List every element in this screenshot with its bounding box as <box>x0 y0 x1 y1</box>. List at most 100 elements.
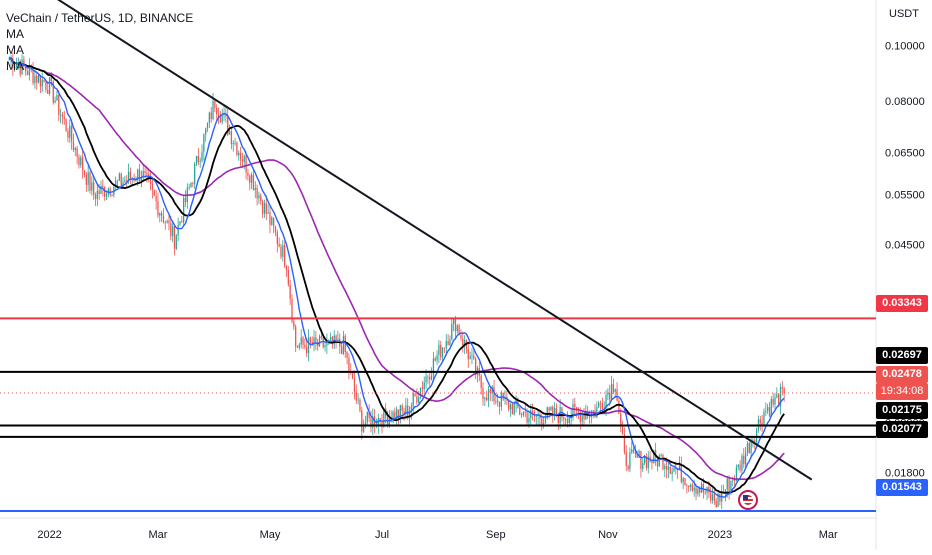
candle-body <box>425 376 427 383</box>
candle-body <box>170 223 172 237</box>
candle-body <box>12 58 14 69</box>
candle-body <box>689 484 692 487</box>
candle-body <box>467 349 469 360</box>
candle-body <box>98 190 100 194</box>
candle-body <box>486 397 488 401</box>
candle-body <box>739 464 741 471</box>
candle-body <box>372 416 374 428</box>
candle-body <box>454 318 457 332</box>
time-tick-label: Mar <box>819 529 838 541</box>
candle-body <box>175 235 177 249</box>
candle-body <box>328 339 330 342</box>
support-1-price-tag: 0.02175 <box>876 402 928 419</box>
symbol-title[interactable]: VeChain / TetherUS, 1D, BINANCE <box>6 11 194 25</box>
candle-body <box>160 212 163 216</box>
candle-body <box>45 82 47 90</box>
candle-body <box>47 89 49 94</box>
candle-body <box>682 478 684 483</box>
candle-body <box>269 212 271 225</box>
candle-body <box>291 298 293 322</box>
candle-body <box>553 407 556 417</box>
candle-body <box>744 453 747 465</box>
candle-body <box>348 357 350 371</box>
candle-body <box>340 346 343 354</box>
candle-body <box>296 346 299 348</box>
candle-body <box>370 417 372 428</box>
candle-body <box>149 179 152 184</box>
candle-body <box>761 423 763 426</box>
candle-body <box>265 203 267 214</box>
candle-body <box>199 160 201 163</box>
candle-body <box>588 415 591 418</box>
candle-body <box>135 180 137 182</box>
us-flag-icon[interactable] <box>738 490 758 510</box>
candle-body <box>107 188 109 195</box>
candle-body <box>17 64 20 66</box>
candle-body <box>664 465 666 470</box>
price-tick-label: 0.08000 <box>885 96 925 108</box>
candle-body <box>728 478 730 492</box>
candle-body <box>548 407 550 411</box>
candle-body <box>767 407 769 411</box>
candle-body <box>669 467 671 475</box>
candle-body <box>89 172 91 191</box>
candle-body <box>473 355 475 359</box>
candle-body <box>293 321 295 327</box>
candle-body <box>388 418 390 426</box>
indicator-ma-3[interactable]: MA <box>6 59 24 73</box>
candle-body <box>741 455 743 471</box>
candle-body <box>14 67 16 69</box>
candle-body <box>607 392 609 396</box>
candle-body <box>770 399 772 417</box>
candle-body <box>458 325 460 336</box>
candle-body <box>306 346 308 354</box>
candle-body <box>502 392 504 400</box>
candle-body <box>137 169 139 181</box>
candle-body <box>480 375 482 388</box>
ma-mid-line <box>9 57 785 494</box>
candle-body <box>680 463 682 483</box>
price-tick-label: 0.04500 <box>885 239 925 251</box>
candle-body <box>695 487 697 494</box>
candle-body <box>282 245 284 257</box>
candle-body <box>142 171 144 178</box>
price-tick-label: 0.10000 <box>885 40 925 52</box>
candle-body <box>686 485 688 487</box>
candle-body <box>342 336 345 354</box>
candle-body <box>445 341 447 348</box>
candle-body <box>261 201 264 214</box>
countdown-tag: 19:34:08 <box>876 383 928 400</box>
candle-body <box>157 200 159 216</box>
candle-body <box>603 407 605 409</box>
candle-body <box>300 337 302 345</box>
indicator-ma-2[interactable]: MA <box>6 43 24 57</box>
candle-body <box>322 337 324 348</box>
candle-body <box>715 501 717 507</box>
candle-body <box>401 405 403 411</box>
candle-body <box>511 404 514 415</box>
candle-body <box>475 358 477 375</box>
candle-body <box>34 75 36 84</box>
candle-body <box>662 455 664 470</box>
candle-body <box>737 464 739 468</box>
candle-body <box>618 400 620 414</box>
candle-body <box>87 172 89 185</box>
candle-body <box>636 454 638 458</box>
candle-body <box>599 402 602 404</box>
candle-body <box>684 478 686 486</box>
candle-body <box>783 388 785 393</box>
candle-body <box>581 413 583 422</box>
indicator-ma-1[interactable]: MA <box>6 27 24 41</box>
candle-body <box>530 410 532 419</box>
candle-body <box>183 197 185 223</box>
candle-body <box>430 375 433 380</box>
candle-body <box>638 451 640 458</box>
candle-body <box>8 58 10 60</box>
candle-body <box>421 387 424 389</box>
candle-body <box>260 195 262 202</box>
candle-body <box>41 79 43 87</box>
candle-body <box>779 387 782 407</box>
candle-body <box>394 411 396 421</box>
